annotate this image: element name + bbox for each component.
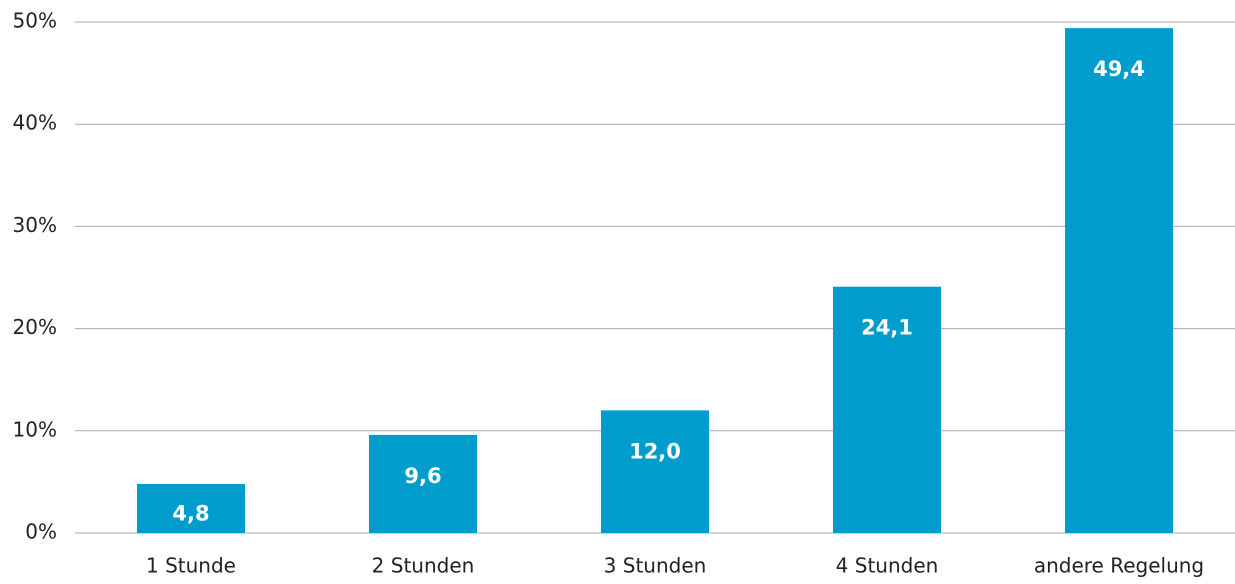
value-label: 24,1: [861, 316, 913, 340]
bar: [1065, 28, 1173, 534]
y-tick-label: 20%: [13, 315, 57, 339]
bar: [601, 410, 709, 533]
y-tick-label: 40%: [13, 111, 57, 135]
x-tick-label: 1 Stunde: [146, 554, 236, 578]
value-label: 4,8: [172, 501, 209, 525]
value-label: 9,6: [404, 464, 441, 488]
y-tick-label: 30%: [13, 213, 57, 237]
bar: [137, 483, 245, 533]
x-tick-label: 3 Stunden: [604, 554, 707, 578]
bar: [369, 434, 477, 533]
x-tick-label: 2 Stunden: [372, 554, 475, 578]
x-tick-label: andere Regelung: [1034, 554, 1204, 578]
y-tick-label: 10%: [13, 417, 57, 441]
y-tick-label: 0%: [25, 520, 57, 544]
x-tick-label: 4 Stunden: [836, 554, 939, 578]
bar: [833, 286, 941, 533]
value-label: 12,0: [629, 439, 681, 463]
y-tick-label: 50%: [13, 9, 57, 33]
value-label: 49,4: [1093, 57, 1145, 81]
